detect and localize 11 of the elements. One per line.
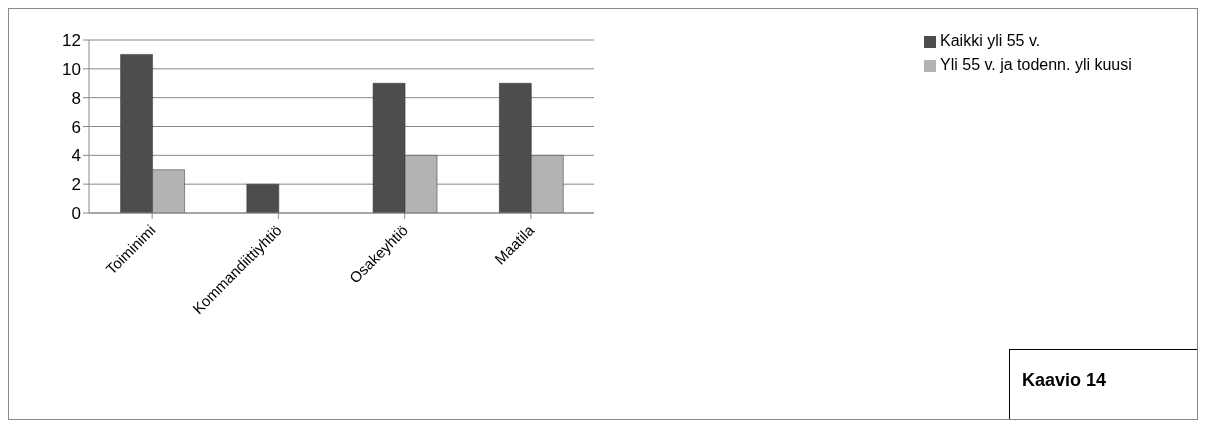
y-tick-label: 2 [71,175,81,195]
bar [246,183,280,213]
y-tick-label: 10 [62,59,81,79]
y-tick-label: 6 [71,117,81,137]
y-tick-label: 8 [71,88,81,108]
text: Kaavio 14 [1009,349,1197,419]
y-tick-label: 12 [62,31,81,51]
y-tick-label: 4 [71,146,81,166]
legend-label: Kaikki yli 55 v. [940,32,1041,49]
y-tick-label: 0 [71,204,81,224]
legend-label: Yli 55 v. ja todenn. yli kuusi [940,56,1132,73]
